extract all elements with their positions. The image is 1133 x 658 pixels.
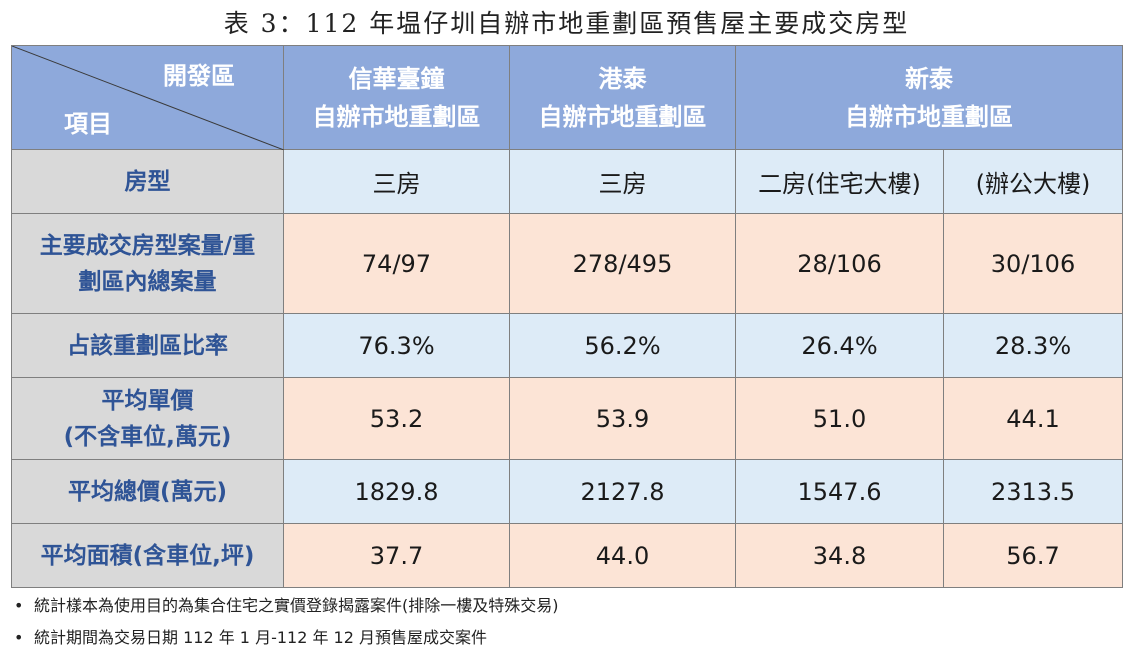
cell-cases-xinhua: 74/97: [283, 213, 510, 314]
footnote-period-text: 統計期間為交易日期 112 年 1 月-112 年 12 月預售屋成交案件: [34, 628, 487, 647]
cell-area-xintai-residential: 34.8: [735, 523, 944, 588]
cell-unit-price-xinhua: 53.2: [283, 377, 510, 460]
cell-cases-xintai-office: 30/106: [943, 213, 1123, 314]
cell-house-type-gangtai: 三房: [509, 149, 736, 214]
header-gangtai-type: 自辦市地重劃區: [538, 102, 707, 131]
cell-ratio-xintai-office: 28.3%: [943, 313, 1123, 378]
cell-area-xinhua: 37.7: [283, 523, 510, 588]
bullet-icon: •: [14, 628, 24, 647]
header-xinhua-type: 自辦市地重劃區: [312, 102, 481, 131]
row-label-main-cases-line1: 主要成交房型案量/重: [39, 232, 256, 259]
header-xintai-name: 新泰: [905, 64, 953, 93]
cell-cases-gangtai: 278/495: [509, 213, 736, 314]
header-xintai-type: 自辦市地重劃區: [845, 102, 1013, 131]
row-label-ratio: 占該重劃區比率: [11, 313, 284, 378]
row-label-total-price: 平均總價(萬元): [11, 459, 284, 524]
row-label-main-cases: 主要成交房型案量/重 劃區內總案量: [11, 213, 284, 314]
row-label-main-cases-line2: 劃區內總案量: [78, 268, 217, 295]
table-title: 表 3：112 年塭仔圳自辦市地重劃區預售屋主要成交房型: [223, 9, 910, 38]
header-corner-cell: 開發區 項目: [11, 45, 284, 150]
corner-diagonal-line: [12, 46, 284, 150]
header-xinhua-taizhong: 信華臺鐘 自辦市地重劃區: [283, 45, 510, 150]
footnote-period: • 統計期間為交易日期 112 年 1 月-112 年 12 月預售屋成交案件: [14, 622, 559, 654]
footnote-sample: • 統計樣本為使用目的為集合住宅之實價登錄揭露案件(排除一樓及特殊交易): [14, 590, 559, 622]
cell-unit-price-xintai-office: 44.1: [943, 377, 1123, 460]
footnote-sample-text: 統計樣本為使用目的為集合住宅之實價登錄揭露案件(排除一樓及特殊交易): [34, 596, 559, 615]
header-gangtai: 港泰 自辦市地重劃區: [509, 45, 736, 150]
cell-house-type-xintai-residential: 二房(住宅大樓): [735, 149, 944, 214]
row-label-unit-price-line2: (不含車位,萬元): [63, 423, 232, 450]
header-xinhua-name: 信華臺鐘: [348, 64, 445, 93]
presale-housing-table: 開發區 項目 信華臺鐘 自辦市地重劃區 港泰 自辦市地重劃區 新泰 自辦市地重劃…: [11, 45, 1123, 588]
row-label-unit-price: 平均單價 (不含車位,萬元): [11, 377, 284, 460]
cell-area-gangtai: 44.0: [509, 523, 736, 588]
row-label-house-type: 房型: [11, 149, 284, 214]
cell-cases-xintai-residential: 28/106: [735, 213, 944, 314]
cell-area-xintai-office: 56.7: [943, 523, 1123, 588]
cell-unit-price-xintai-residential: 51.0: [735, 377, 944, 460]
cell-total-price-xinhua: 1829.8: [283, 459, 510, 524]
row-label-area: 平均面積(含車位,坪): [11, 523, 284, 588]
header-xintai: 新泰 自辦市地重劃區: [735, 45, 1123, 150]
cell-house-type-xinhua: 三房: [283, 149, 510, 214]
bullet-icon: •: [14, 596, 24, 615]
row-label-unit-price-line1: 平均單價: [101, 387, 194, 414]
corner-label-district: 開發區: [163, 62, 235, 90]
cell-ratio-xintai-residential: 26.4%: [735, 313, 944, 378]
header-gangtai-name: 港泰: [598, 64, 647, 93]
footnotes: • 統計樣本為使用目的為集合住宅之實價登錄揭露案件(排除一樓及特殊交易) • 統計期…: [14, 590, 559, 654]
cell-house-type-xintai-office: (辦公大樓): [943, 149, 1123, 214]
corner-label-item: 項目: [64, 110, 112, 138]
cell-total-price-gangtai: 2127.8: [509, 459, 736, 524]
cell-ratio-xinhua: 76.3%: [283, 313, 510, 378]
cell-total-price-xintai-office: 2313.5: [943, 459, 1123, 524]
cell-total-price-xintai-residential: 1547.6: [735, 459, 944, 524]
cell-unit-price-gangtai: 53.9: [509, 377, 736, 460]
cell-ratio-gangtai: 56.2%: [509, 313, 736, 378]
